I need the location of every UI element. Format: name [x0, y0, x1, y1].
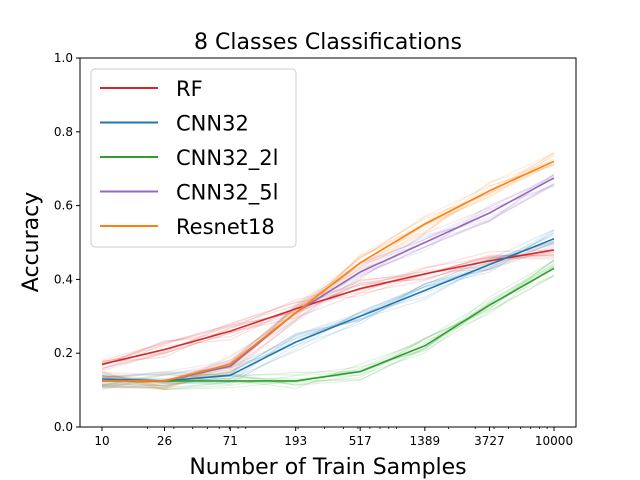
- series-trace: [101, 185, 555, 380]
- legend-box: [90, 68, 297, 248]
- series-line-rf: [101, 249, 555, 366]
- series-lines: [101, 160, 555, 382]
- series-line-cnn32-2l: [102, 267, 555, 382]
- series-trace: [101, 259, 555, 386]
- series-trace: [101, 246, 555, 366]
- x-tick-label: 3727: [474, 434, 505, 448]
- x-tick-label: 10: [94, 434, 109, 448]
- y-tick-label: 1.0: [54, 51, 73, 65]
- series-trace: [101, 178, 555, 389]
- y-axis-label: Accuracy: [19, 192, 44, 292]
- y-tick-label: 0.4: [54, 272, 73, 286]
- x-tick-label: 517: [349, 434, 372, 448]
- series-trace: [101, 161, 555, 391]
- series-trace: [101, 232, 555, 387]
- legend-label-cnn32-5l: CNN32_5l: [176, 181, 279, 206]
- legend-label-cnn32: CNN32: [176, 112, 249, 136]
- y-tick-label: 0.6: [54, 199, 73, 213]
- legend: RF CNN32 CNN32_2l CNN32_5l Resnet18: [90, 68, 297, 248]
- series-trace: [101, 259, 555, 391]
- series-trace: [101, 160, 555, 389]
- series-trace: [101, 274, 555, 386]
- series-line-resnet18: [102, 160, 555, 382]
- x-tick-label: 1389: [410, 434, 441, 448]
- series-trace: [101, 152, 555, 388]
- series-trace: [101, 264, 555, 387]
- x-tick-label: 26: [157, 434, 172, 448]
- series-trace: [101, 234, 555, 380]
- y-axis: 0.0 0.2 0.4 0.6 0.8 1.0: [54, 51, 80, 434]
- y-tick-label: 0.2: [54, 346, 73, 360]
- series-line-cnn32: [101, 238, 555, 382]
- series-trace: [101, 254, 555, 372]
- y-tick-label: 0.0: [54, 420, 73, 434]
- series-trace: [101, 274, 555, 390]
- series-trace: [101, 184, 555, 377]
- x-axis-label: Number of Train Samples: [189, 455, 466, 480]
- series-trace: [101, 259, 555, 385]
- series-trace: [101, 251, 555, 364]
- chart-title: 8 Classes Classifications: [194, 30, 462, 55]
- x-tick-label: 71: [223, 434, 238, 448]
- series-trace: [101, 262, 555, 383]
- plot-frame: [79, 57, 577, 428]
- series-trace: [101, 257, 555, 367]
- legend-label-resnet18: Resnet18: [176, 215, 275, 239]
- legend-label-cnn32-2l: CNN32_2l: [176, 146, 279, 171]
- x-tick-label: 193: [284, 434, 307, 448]
- series-trace: [101, 275, 555, 388]
- series-trace: [101, 240, 555, 389]
- legend-label-rf: RF: [176, 77, 203, 101]
- series-trace: [101, 260, 555, 387]
- x-tick-label: 10000: [535, 434, 573, 448]
- x-axis: 10 26 71 193 517 1389 3727 10000: [94, 427, 573, 448]
- y-tick-label: 0.8: [54, 125, 73, 139]
- series-trace: [101, 256, 555, 367]
- series-trace: [101, 232, 555, 388]
